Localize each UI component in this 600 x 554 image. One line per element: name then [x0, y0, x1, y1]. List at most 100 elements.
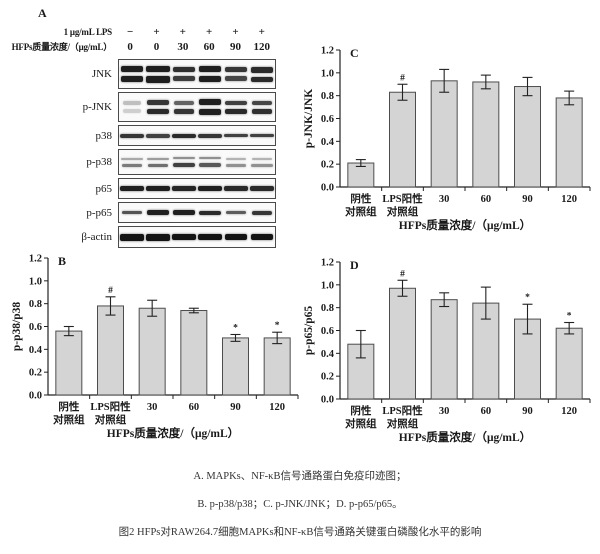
- protein-band: [224, 186, 248, 191]
- protein-band: [122, 109, 142, 113]
- y-tick-label: 1.0: [321, 68, 334, 79]
- lane-value: 60: [203, 40, 215, 53]
- protein-band: [250, 163, 274, 167]
- protein-band: [173, 108, 195, 114]
- x-axis-title: HFPs质量浓度/（μg/mL）: [399, 218, 531, 232]
- protein-band: [146, 133, 170, 138]
- significance-marker: *: [525, 293, 530, 303]
- y-tick-label: 0.2: [29, 368, 42, 379]
- protein-band: [250, 234, 274, 240]
- significance-marker: #: [108, 286, 113, 296]
- protein-band: [172, 210, 196, 215]
- bar: [472, 81, 500, 188]
- blot-protein-label: p-p65: [86, 206, 112, 219]
- y-tick-label: 0.0: [29, 391, 42, 402]
- protein-band: [198, 186, 222, 191]
- bar: [263, 337, 291, 396]
- y-tick-label: 0.6: [321, 326, 334, 337]
- protein-band: [251, 210, 273, 215]
- blot-lane: [249, 227, 275, 247]
- protein-band: [198, 66, 222, 72]
- y-axis-title: p-p65/p65: [303, 306, 315, 355]
- y-tick-label: 1.2: [321, 46, 334, 57]
- blot-row-β-actin: β-actin: [8, 226, 280, 248]
- blot-lane: [145, 60, 171, 88]
- blot-row-p65: p65: [8, 178, 280, 199]
- blot-lane: [223, 203, 249, 222]
- protein-band: [173, 100, 195, 105]
- x-category-label: 120: [561, 194, 577, 205]
- blot-lane: [119, 227, 145, 247]
- blot-row-p-p38: p-p38: [8, 149, 280, 175]
- blot-lane: [171, 203, 197, 222]
- blot-membrane: [118, 125, 276, 146]
- bar: [555, 327, 583, 400]
- y-tick-label: 0.4: [321, 137, 335, 148]
- lane-value: 0: [153, 40, 160, 53]
- y-axis-title: p-JNK/JNK: [303, 89, 315, 148]
- protein-band: [198, 234, 222, 240]
- protein-band: [250, 186, 274, 191]
- blot-membrane: [118, 92, 276, 122]
- bar: [514, 86, 541, 188]
- x-category-label: 30: [147, 402, 158, 413]
- blot-lane: [223, 126, 249, 145]
- bar: [430, 299, 458, 400]
- protein-band: [250, 66, 274, 73]
- protein-band: [120, 186, 144, 191]
- panel-letter: D: [350, 258, 359, 272]
- blot-lane: [145, 179, 171, 198]
- x-category-label: 30: [439, 194, 450, 205]
- y-tick-label: 0.0: [321, 183, 334, 194]
- caption-line-2: B. p-p38/p38；C. p-JNK/JNK；D. p-p65/p65。: [197, 499, 403, 510]
- protein-band: [198, 210, 222, 215]
- blot-lane: [171, 126, 197, 145]
- blot-lane: [249, 203, 275, 222]
- blot-lane: [249, 179, 275, 198]
- blot-lane: [197, 93, 223, 121]
- blot-lane: [119, 93, 145, 121]
- blot-lane: [223, 150, 249, 174]
- x-category-label: LPS阳性对照组: [382, 404, 423, 430]
- blot-lane: [145, 93, 171, 121]
- blot-lane: [171, 179, 197, 198]
- protein-band: [121, 163, 143, 167]
- blot-lane: [249, 150, 275, 174]
- y-tick-label: 1.0: [29, 276, 42, 287]
- panel-a-label: A: [38, 6, 47, 20]
- blot-lane: [145, 126, 171, 145]
- protein-band: [172, 234, 196, 240]
- protein-band: [146, 109, 170, 114]
- blot-lane: [171, 227, 197, 247]
- blot-rows: JNK p-JNK p38 p-p38 p65 p-p65 β-actin: [8, 59, 280, 248]
- protein-band: [172, 67, 196, 72]
- blot-row-p-p65: p-p65: [8, 202, 280, 223]
- bar: [389, 287, 416, 400]
- y-tick-label: 0.8: [29, 299, 42, 310]
- caption-line-1: A. MAPKs、NF-κB信号通路蛋白免疫印迹图；: [193, 471, 407, 482]
- blot-lane: [249, 60, 275, 88]
- blot-protein-label: p65: [95, 182, 113, 195]
- significance-marker: #: [400, 269, 405, 279]
- protein-band: [250, 134, 274, 137]
- blot-membrane: [118, 149, 276, 175]
- y-tick-label: 0.4: [321, 349, 335, 360]
- lane-values: 0 0 30 60 90 120: [117, 41, 275, 53]
- protein-band: [172, 157, 196, 159]
- bar-chart-p-p38: 0.0 0.2 0.4 0.6 0.8 1.0 1.2 阴性对照组 # LPS阳性对照组 30 60 *…: [11, 254, 299, 440]
- lane-value: +: [232, 25, 239, 38]
- protein-band: [251, 157, 273, 160]
- protein-band: [198, 99, 222, 105]
- protein-band: [146, 233, 170, 241]
- lane-value: +: [179, 25, 186, 38]
- y-tick-label: 0.2: [321, 372, 334, 383]
- protein-band: [225, 211, 247, 214]
- y-tick-label: 0.0: [321, 395, 334, 406]
- protein-band: [120, 66, 144, 72]
- lane-value: −: [127, 25, 134, 38]
- bar: [138, 307, 166, 396]
- header-row-label: HFPs质量浓度/（μg/mL）: [11, 42, 113, 52]
- y-tick-label: 0.4: [29, 345, 43, 356]
- blot-lane: [119, 179, 145, 198]
- blot-membrane: [118, 178, 276, 199]
